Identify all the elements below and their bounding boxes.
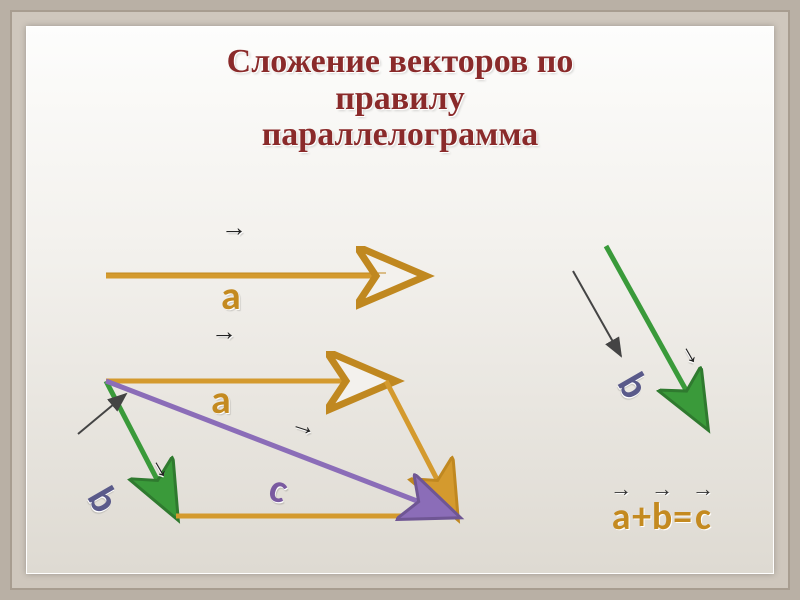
guide-arrow-origin <box>78 394 126 434</box>
vector-arrow-icon: → <box>610 483 632 494</box>
vector-arrow-icon: → <box>683 339 705 367</box>
vector-arrow-icon: → <box>153 453 175 481</box>
label-a-2-text: a <box>211 375 231 424</box>
slide-outer-frame: Сложение векторов по правилу параллелогр… <box>10 10 790 590</box>
equation-plus: + <box>632 494 651 540</box>
equation-eq: = <box>673 494 692 540</box>
para-side-b-right <box>386 381 456 516</box>
vector-arrow-icon: → <box>221 222 247 232</box>
guide-arrow-b <box>573 271 621 356</box>
label-a-1: → a <box>221 222 241 320</box>
vector-arrow-icon: → <box>211 326 237 336</box>
slide-canvas: Сложение векторов по правилу параллелогр… <box>26 26 774 574</box>
equation-a: a <box>612 494 631 540</box>
vector-arrow-icon: → <box>692 483 714 494</box>
label-a-2: → a <box>211 326 231 424</box>
vector-arrow-icon: → <box>651 483 673 494</box>
equation-b: b <box>652 494 672 540</box>
label-a-1-text: a <box>221 271 241 320</box>
equation: → a + → b = → c <box>610 483 714 540</box>
vector-arrow-icon: → <box>290 416 318 434</box>
equation-c: c <box>695 494 711 540</box>
